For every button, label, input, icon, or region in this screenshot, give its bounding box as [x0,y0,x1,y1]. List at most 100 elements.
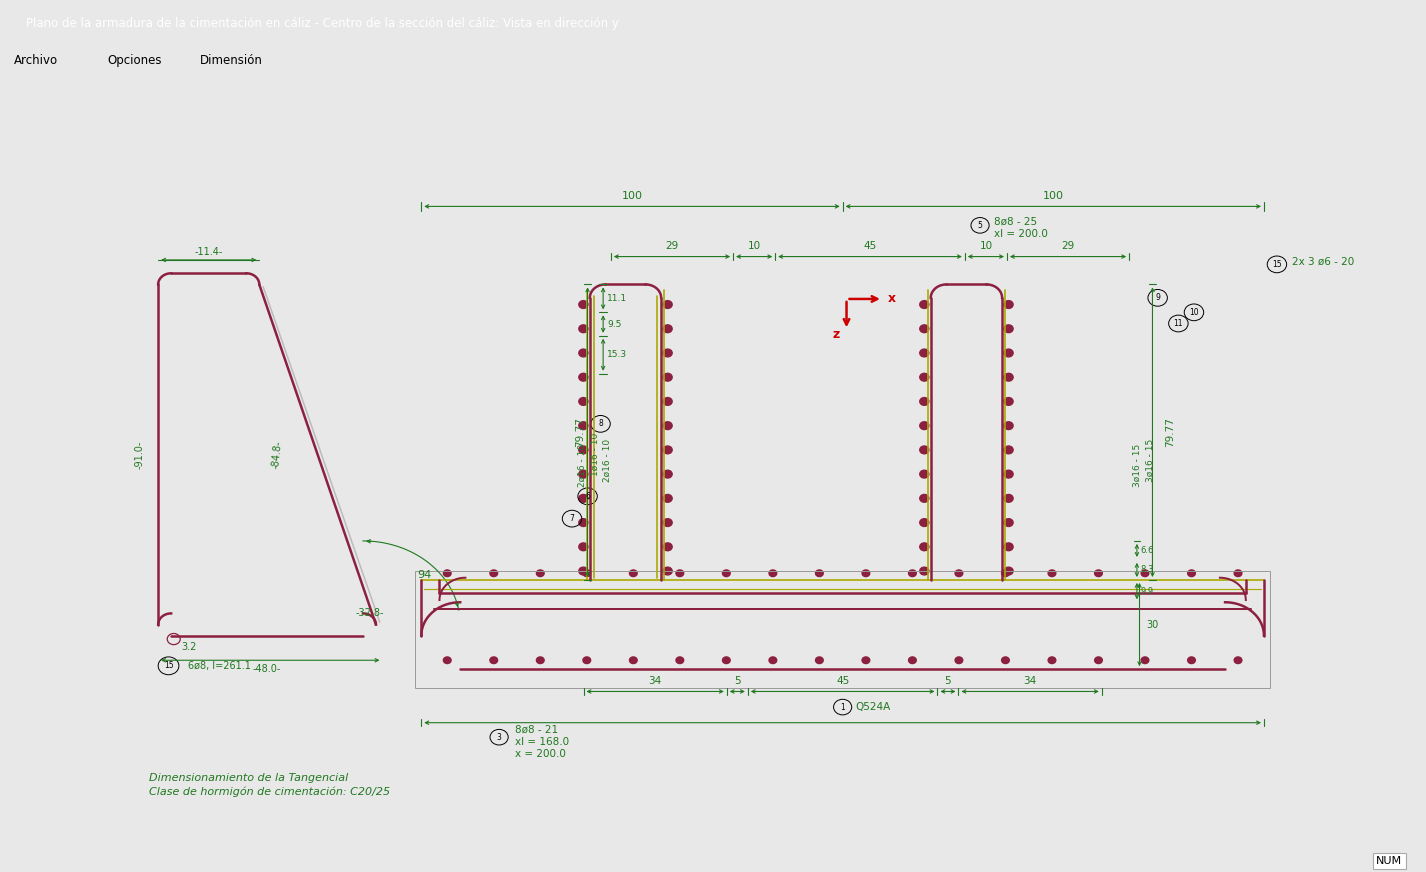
Circle shape [663,422,672,430]
Circle shape [1004,422,1012,430]
Circle shape [663,301,672,309]
Circle shape [920,373,928,381]
Circle shape [579,301,588,309]
Text: Q524A: Q524A [856,702,891,712]
Circle shape [920,567,928,575]
Circle shape [1004,519,1012,527]
Circle shape [920,470,928,478]
Text: 11.1: 11.1 [607,294,627,303]
Circle shape [1004,398,1012,405]
Circle shape [1004,446,1012,453]
Circle shape [1001,570,1010,576]
Circle shape [920,494,928,502]
Text: 34: 34 [1024,676,1037,686]
Circle shape [443,570,451,576]
Circle shape [663,349,672,357]
Text: 1: 1 [840,703,846,712]
Circle shape [723,657,730,664]
Text: -11.4-: -11.4- [194,247,222,256]
Text: Opciones: Opciones [107,54,161,67]
Circle shape [863,570,870,576]
Circle shape [816,570,823,576]
Text: 29: 29 [1061,241,1075,251]
Circle shape [920,398,928,405]
Circle shape [920,301,928,309]
Circle shape [579,325,588,332]
Circle shape [1095,657,1102,664]
Text: xl = 200.0: xl = 200.0 [994,229,1048,239]
Text: -91.0-: -91.0- [135,440,145,468]
Circle shape [955,570,963,576]
Text: 79.77: 79.77 [575,418,585,447]
Circle shape [579,567,588,575]
Circle shape [920,349,928,357]
Bar [415,571,1271,688]
Circle shape [1001,657,1010,664]
Circle shape [491,657,498,664]
Circle shape [583,570,590,576]
Text: 8.3: 8.3 [1141,565,1154,575]
Text: 6: 6 [585,492,590,501]
Circle shape [1004,325,1012,332]
Circle shape [491,570,498,576]
Circle shape [579,470,588,478]
Circle shape [536,570,545,576]
Text: -32.8-: -32.8- [355,608,384,617]
Circle shape [863,657,870,664]
Text: 8: 8 [597,419,603,428]
Text: 8ø8 - 25: 8ø8 - 25 [994,217,1038,227]
Text: x: x [888,292,896,305]
Circle shape [579,446,588,453]
Circle shape [663,325,672,332]
Text: xl = 168.0: xl = 168.0 [515,737,569,746]
Text: Dimensionamiento de la Tangencial: Dimensionamiento de la Tangencial [150,773,348,783]
Text: 10: 10 [1189,308,1199,317]
Circle shape [955,657,963,664]
Text: Dimensión: Dimensión [200,54,262,67]
Text: 2ø16 - 10: 2ø16 - 10 [603,439,612,481]
Text: 34: 34 [649,676,662,686]
Circle shape [1004,373,1012,381]
Circle shape [579,543,588,551]
Circle shape [663,494,672,502]
Text: 10: 10 [980,241,992,251]
Circle shape [769,570,777,576]
Circle shape [663,373,672,381]
Circle shape [579,398,588,405]
Circle shape [629,657,637,664]
Text: 1ø16 - 10: 1ø16 - 10 [590,433,600,476]
Text: -48.0-: -48.0- [252,664,281,673]
Text: Plano de la armadura de la cimentación en cáliz - Centro de la sección del cáliz: Plano de la armadura de la cimentación e… [26,17,619,30]
Circle shape [920,543,928,551]
Text: 5: 5 [944,676,951,686]
Text: 3ø16 - 15: 3ø16 - 15 [1145,439,1155,481]
Circle shape [1004,470,1012,478]
Text: 8ø8 - 21: 8ø8 - 21 [515,725,558,734]
Circle shape [663,398,672,405]
Text: x = 200.0: x = 200.0 [515,749,566,759]
Circle shape [1233,657,1242,664]
Text: 79.77: 79.77 [1165,418,1175,447]
Circle shape [676,570,683,576]
Circle shape [579,519,588,527]
Circle shape [579,494,588,502]
Text: 5: 5 [978,221,983,230]
Text: 3.2: 3.2 [181,642,197,652]
Text: 10: 10 [747,241,760,251]
Text: 11: 11 [1174,319,1184,328]
Text: 94: 94 [418,569,432,580]
Circle shape [663,470,672,478]
Text: Clase de hormigón de cimentación: C20/25: Clase de hormigón de cimentación: C20/25 [150,787,391,797]
Circle shape [1233,570,1242,576]
Circle shape [1004,567,1012,575]
Circle shape [1004,349,1012,357]
Text: 6ø8, l=261.1: 6ø8, l=261.1 [188,661,251,671]
Text: 45: 45 [836,676,850,686]
Text: 9: 9 [1155,293,1161,303]
Circle shape [723,570,730,576]
Text: -84.8-: -84.8- [271,439,284,469]
Text: 3ø16 - 15: 3ø16 - 15 [1132,444,1141,487]
Text: 3: 3 [496,732,502,742]
Text: 45: 45 [863,241,877,251]
Text: 15.3: 15.3 [607,351,627,359]
